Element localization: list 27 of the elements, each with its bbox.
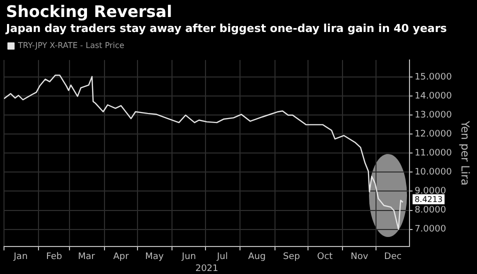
y-axis-title: Yen per Lira: [458, 120, 472, 186]
data-label: 8.4213: [414, 194, 443, 204]
y-tick-label: 15.0000: [414, 72, 452, 82]
x-tick-label: Oct: [317, 252, 334, 262]
y-tick-label: 8.0000: [414, 206, 446, 216]
x-tick-label: Aug: [248, 252, 266, 262]
x-tick-label: Dec: [384, 252, 402, 262]
x-axis-title: 2021: [195, 264, 218, 274]
x-tick-label: Feb: [46, 252, 62, 262]
y-tick-label: 14.0000: [414, 91, 452, 102]
y-tick-label: 9.0000: [414, 186, 446, 197]
x-tick-label: Mar: [78, 252, 96, 262]
y-tick-label: 13.0000: [414, 110, 452, 121]
y-tick-label: 11.0000: [414, 148, 452, 159]
legend-label: TRY-JPY X-RATE - Last Price: [17, 41, 124, 50]
x-tick-label: Jun: [180, 252, 196, 262]
y-tick-label: 10.0000: [414, 168, 452, 178]
x-tick-label: Jan: [12, 252, 28, 262]
y-tick-label: 7.0000: [414, 224, 446, 235]
x-tick-label: Apr: [113, 252, 130, 262]
chart-subtitle: Japan day traders stay away after biggest one-day lira gain in 40 years: [6, 22, 447, 35]
x-tick-label: Nov: [350, 252, 369, 262]
x-tick-label: Jul: [216, 252, 228, 262]
y-tick-label: 12.0000: [414, 130, 452, 140]
x-tick-label: May: [145, 252, 164, 262]
chart-title: Shocking Reversal: [6, 2, 172, 21]
x-tick-label: Sep: [282, 252, 300, 262]
